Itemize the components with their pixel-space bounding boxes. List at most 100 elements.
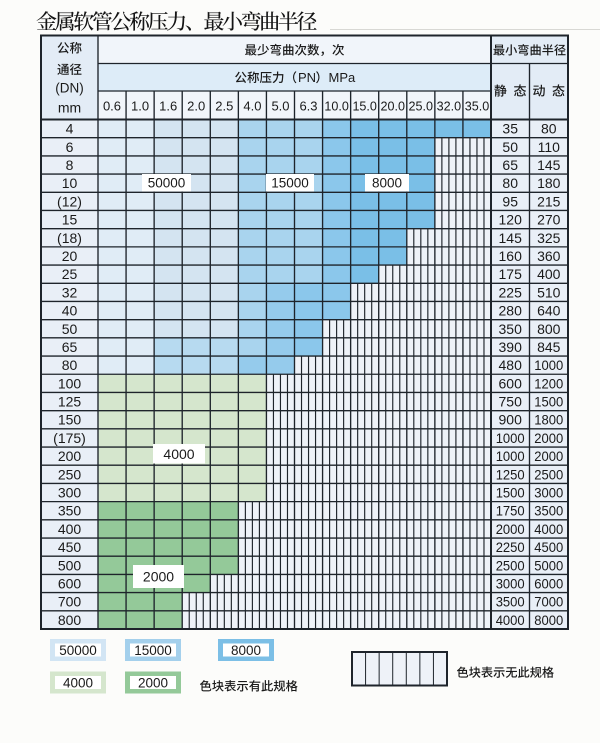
- svg-text:450: 450: [58, 539, 82, 555]
- svg-text:225: 225: [499, 284, 523, 300]
- svg-text:2000: 2000: [143, 569, 174, 585]
- svg-text:400: 400: [537, 266, 561, 282]
- svg-text:3000: 3000: [496, 576, 525, 592]
- svg-text:2.0: 2.0: [187, 98, 205, 113]
- svg-text:1800: 1800: [534, 412, 563, 428]
- svg-text:1.6: 1.6: [159, 98, 177, 113]
- svg-text:4.0: 4.0: [243, 98, 261, 113]
- svg-text:390: 390: [499, 339, 523, 355]
- svg-text:1250: 1250: [496, 466, 525, 482]
- svg-text:4000: 4000: [534, 521, 563, 537]
- svg-text:(12): (12): [57, 193, 82, 209]
- svg-text:270: 270: [537, 212, 561, 228]
- svg-text:(DN): (DN): [55, 81, 84, 96]
- svg-text:4500: 4500: [534, 539, 563, 555]
- svg-text:35.0: 35.0: [465, 98, 490, 113]
- svg-text:80: 80: [502, 175, 518, 191]
- svg-text:2250: 2250: [496, 539, 525, 555]
- svg-text:2500: 2500: [496, 557, 525, 573]
- svg-text:80: 80: [62, 357, 78, 373]
- svg-text:4000: 4000: [496, 612, 525, 628]
- svg-text:750: 750: [499, 394, 523, 410]
- svg-text:50000: 50000: [148, 176, 186, 191]
- svg-text:15.0: 15.0: [352, 98, 377, 113]
- svg-text:50: 50: [502, 139, 518, 155]
- svg-text:50000: 50000: [59, 643, 97, 658]
- svg-text:800: 800: [537, 321, 561, 337]
- svg-text:50: 50: [62, 321, 78, 337]
- svg-text:35: 35: [502, 121, 518, 137]
- svg-text:MPa: MPa: [329, 70, 357, 85]
- svg-text:1500: 1500: [534, 394, 563, 410]
- svg-text:640: 640: [537, 303, 561, 319]
- svg-text:PN: PN: [298, 70, 316, 85]
- svg-text:1.0: 1.0: [131, 98, 149, 113]
- svg-text:3500: 3500: [496, 594, 525, 610]
- svg-text:2500: 2500: [534, 466, 563, 482]
- svg-text:4000: 4000: [163, 446, 194, 462]
- svg-text:6: 6: [66, 139, 74, 155]
- svg-text:480: 480: [499, 357, 523, 373]
- svg-text:8000: 8000: [372, 176, 402, 191]
- svg-text:(175): (175): [53, 430, 86, 446]
- svg-text:125: 125: [58, 394, 82, 410]
- svg-text:1500: 1500: [496, 485, 525, 501]
- svg-text:180: 180: [537, 175, 561, 191]
- svg-text:3500: 3500: [534, 503, 563, 519]
- svg-text:25.0: 25.0: [409, 98, 434, 113]
- svg-text:175: 175: [499, 266, 523, 282]
- svg-text:95: 95: [502, 193, 518, 209]
- svg-text:8000: 8000: [231, 643, 261, 658]
- svg-text:400: 400: [58, 521, 82, 537]
- svg-text:10.0: 10.0: [324, 98, 349, 113]
- svg-text:280: 280: [499, 303, 523, 319]
- svg-text:360: 360: [537, 248, 561, 264]
- svg-text:120: 120: [499, 212, 523, 228]
- svg-text:250: 250: [58, 466, 82, 482]
- svg-text:4: 4: [66, 121, 74, 137]
- svg-text:1750: 1750: [496, 503, 525, 519]
- svg-text:8: 8: [66, 157, 74, 173]
- svg-text:300: 300: [58, 485, 82, 501]
- svg-text:510: 510: [537, 284, 561, 300]
- svg-text:15: 15: [62, 212, 78, 228]
- svg-text:10: 10: [62, 175, 78, 191]
- svg-text:15000: 15000: [271, 176, 309, 191]
- svg-text:800: 800: [58, 612, 82, 628]
- svg-text:1000: 1000: [534, 357, 563, 373]
- svg-text:3000: 3000: [534, 485, 563, 501]
- svg-text:900: 900: [499, 412, 523, 428]
- svg-text:25: 25: [62, 266, 78, 282]
- svg-text:600: 600: [58, 576, 82, 592]
- svg-text:80: 80: [541, 121, 557, 137]
- svg-text:20.0: 20.0: [381, 98, 406, 113]
- svg-text:7000: 7000: [534, 594, 563, 610]
- svg-text:110: 110: [538, 139, 561, 155]
- svg-text:32: 32: [62, 284, 78, 300]
- svg-text:200: 200: [58, 448, 82, 464]
- svg-text:600: 600: [499, 375, 523, 391]
- svg-text:700: 700: [58, 594, 82, 610]
- svg-text:2.5: 2.5: [215, 98, 233, 113]
- svg-text:40: 40: [62, 303, 78, 319]
- svg-text:5000: 5000: [534, 557, 563, 573]
- svg-text:350: 350: [499, 321, 523, 337]
- svg-text:500: 500: [58, 557, 82, 573]
- svg-text:65: 65: [62, 339, 78, 355]
- svg-text:145: 145: [499, 230, 523, 246]
- svg-text:325: 325: [537, 230, 561, 246]
- svg-text:6.3: 6.3: [299, 98, 317, 113]
- svg-text:6000: 6000: [534, 576, 563, 592]
- svg-text:4000: 4000: [63, 675, 93, 690]
- svg-text:350: 350: [58, 503, 82, 519]
- svg-text:2000: 2000: [534, 430, 563, 446]
- svg-text:8000: 8000: [534, 612, 563, 628]
- svg-text:2000: 2000: [496, 521, 525, 537]
- svg-text:160: 160: [499, 248, 523, 264]
- svg-text:1000: 1000: [496, 448, 525, 464]
- svg-text:845: 845: [537, 339, 561, 355]
- svg-text:32.0: 32.0: [437, 98, 462, 113]
- svg-text:mm: mm: [58, 100, 81, 116]
- svg-text:100: 100: [58, 375, 82, 391]
- svg-text:1200: 1200: [534, 375, 563, 391]
